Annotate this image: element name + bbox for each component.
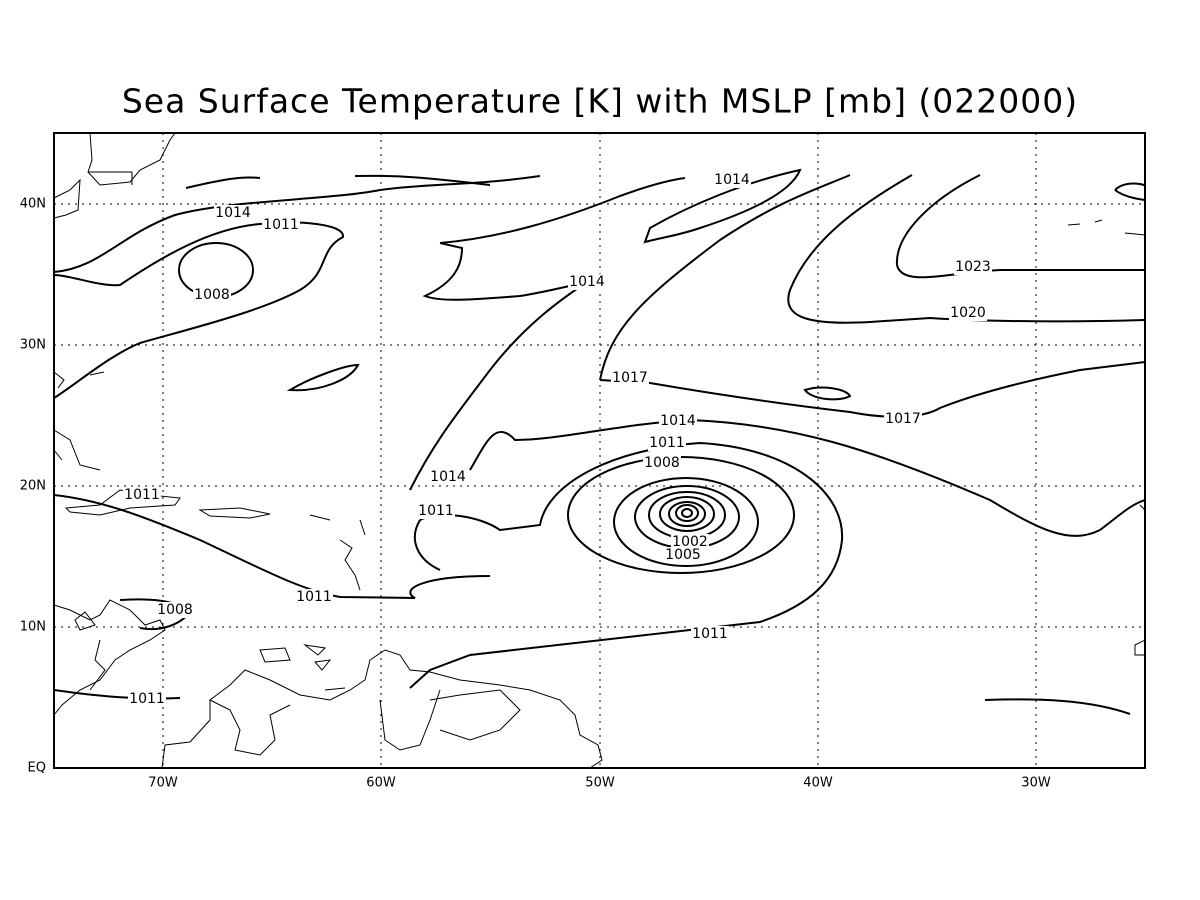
label-backdrop [568, 274, 606, 290]
label-backdrop [295, 589, 333, 605]
contour-label: 1017 [612, 370, 648, 386]
label-backdrop [193, 287, 231, 303]
label-backdrop [214, 205, 252, 221]
x-tick-label: 70W [148, 776, 178, 791]
label-backdrop [884, 411, 922, 427]
map-title: Sea Surface Temperature [K] with MSLP [m… [122, 82, 1078, 121]
contour-label: 1014 [714, 172, 750, 188]
contour-label: 1002 [672, 534, 708, 550]
label-backdrop [954, 259, 992, 275]
label-backdrop [643, 455, 681, 471]
contour-label: 1014 [215, 205, 251, 221]
coastlines [53, 132, 1146, 769]
label-backdrop [156, 602, 194, 618]
contour-label: 1011 [263, 217, 299, 233]
contour-label: 1011 [296, 589, 332, 605]
contour-label: 1023 [955, 259, 991, 275]
x-tick-label: 50W [585, 776, 615, 791]
label-backdrop [429, 469, 467, 485]
label-backdrop [713, 172, 751, 188]
contour-label: 1020 [950, 305, 986, 321]
label-backdrop [648, 435, 686, 451]
label-backdrop [611, 370, 649, 386]
contour-label: 1011 [418, 503, 454, 519]
contour-label: 1011 [124, 487, 160, 503]
label-backdrop [671, 534, 709, 550]
y-axis-labels: EQ 10N 20N 30N 40N [20, 197, 46, 776]
x-tick-label: 60W [366, 776, 396, 791]
y-tick-label: 10N [20, 620, 46, 635]
contour-labels: 1014 1014 1011 1008 1014 1017 1014 1011 1008 1014… [123, 172, 992, 707]
grid [54, 133, 1145, 768]
contour-label: 1017 [885, 411, 921, 427]
contour-label: 1011 [649, 435, 685, 451]
label-backdrop [664, 547, 702, 563]
label-backdrop [417, 503, 455, 519]
contour-label: 1014 [569, 274, 605, 290]
y-tick-label: 30N [20, 338, 46, 353]
contour-label: 1014 [660, 413, 696, 429]
y-tick-label: 40N [20, 197, 46, 212]
y-tick-label: 20N [20, 479, 46, 494]
contour-label: 1005 [665, 547, 701, 563]
map-frame [53, 132, 1146, 769]
label-backdrop [949, 305, 987, 321]
label-backdrop [659, 413, 697, 429]
label-backdrop [691, 626, 729, 642]
x-tick-label: 40W [803, 776, 833, 791]
x-axis-labels: 70W 60W 50W 40W 30W [148, 776, 1051, 791]
label-backdrop [262, 217, 300, 233]
contour-label: 1011 [129, 691, 165, 707]
y-tick-label: EQ [28, 761, 46, 776]
label-backdrop [128, 691, 166, 707]
contour-label: 1008 [157, 602, 193, 618]
label-backdrop [123, 487, 161, 503]
contour-label: 1008 [644, 455, 680, 471]
contour-label: 1011 [692, 626, 728, 642]
x-tick-label: 30W [1021, 776, 1051, 791]
contour-label: 1014 [430, 469, 466, 485]
contour-label: 1008 [194, 287, 230, 303]
